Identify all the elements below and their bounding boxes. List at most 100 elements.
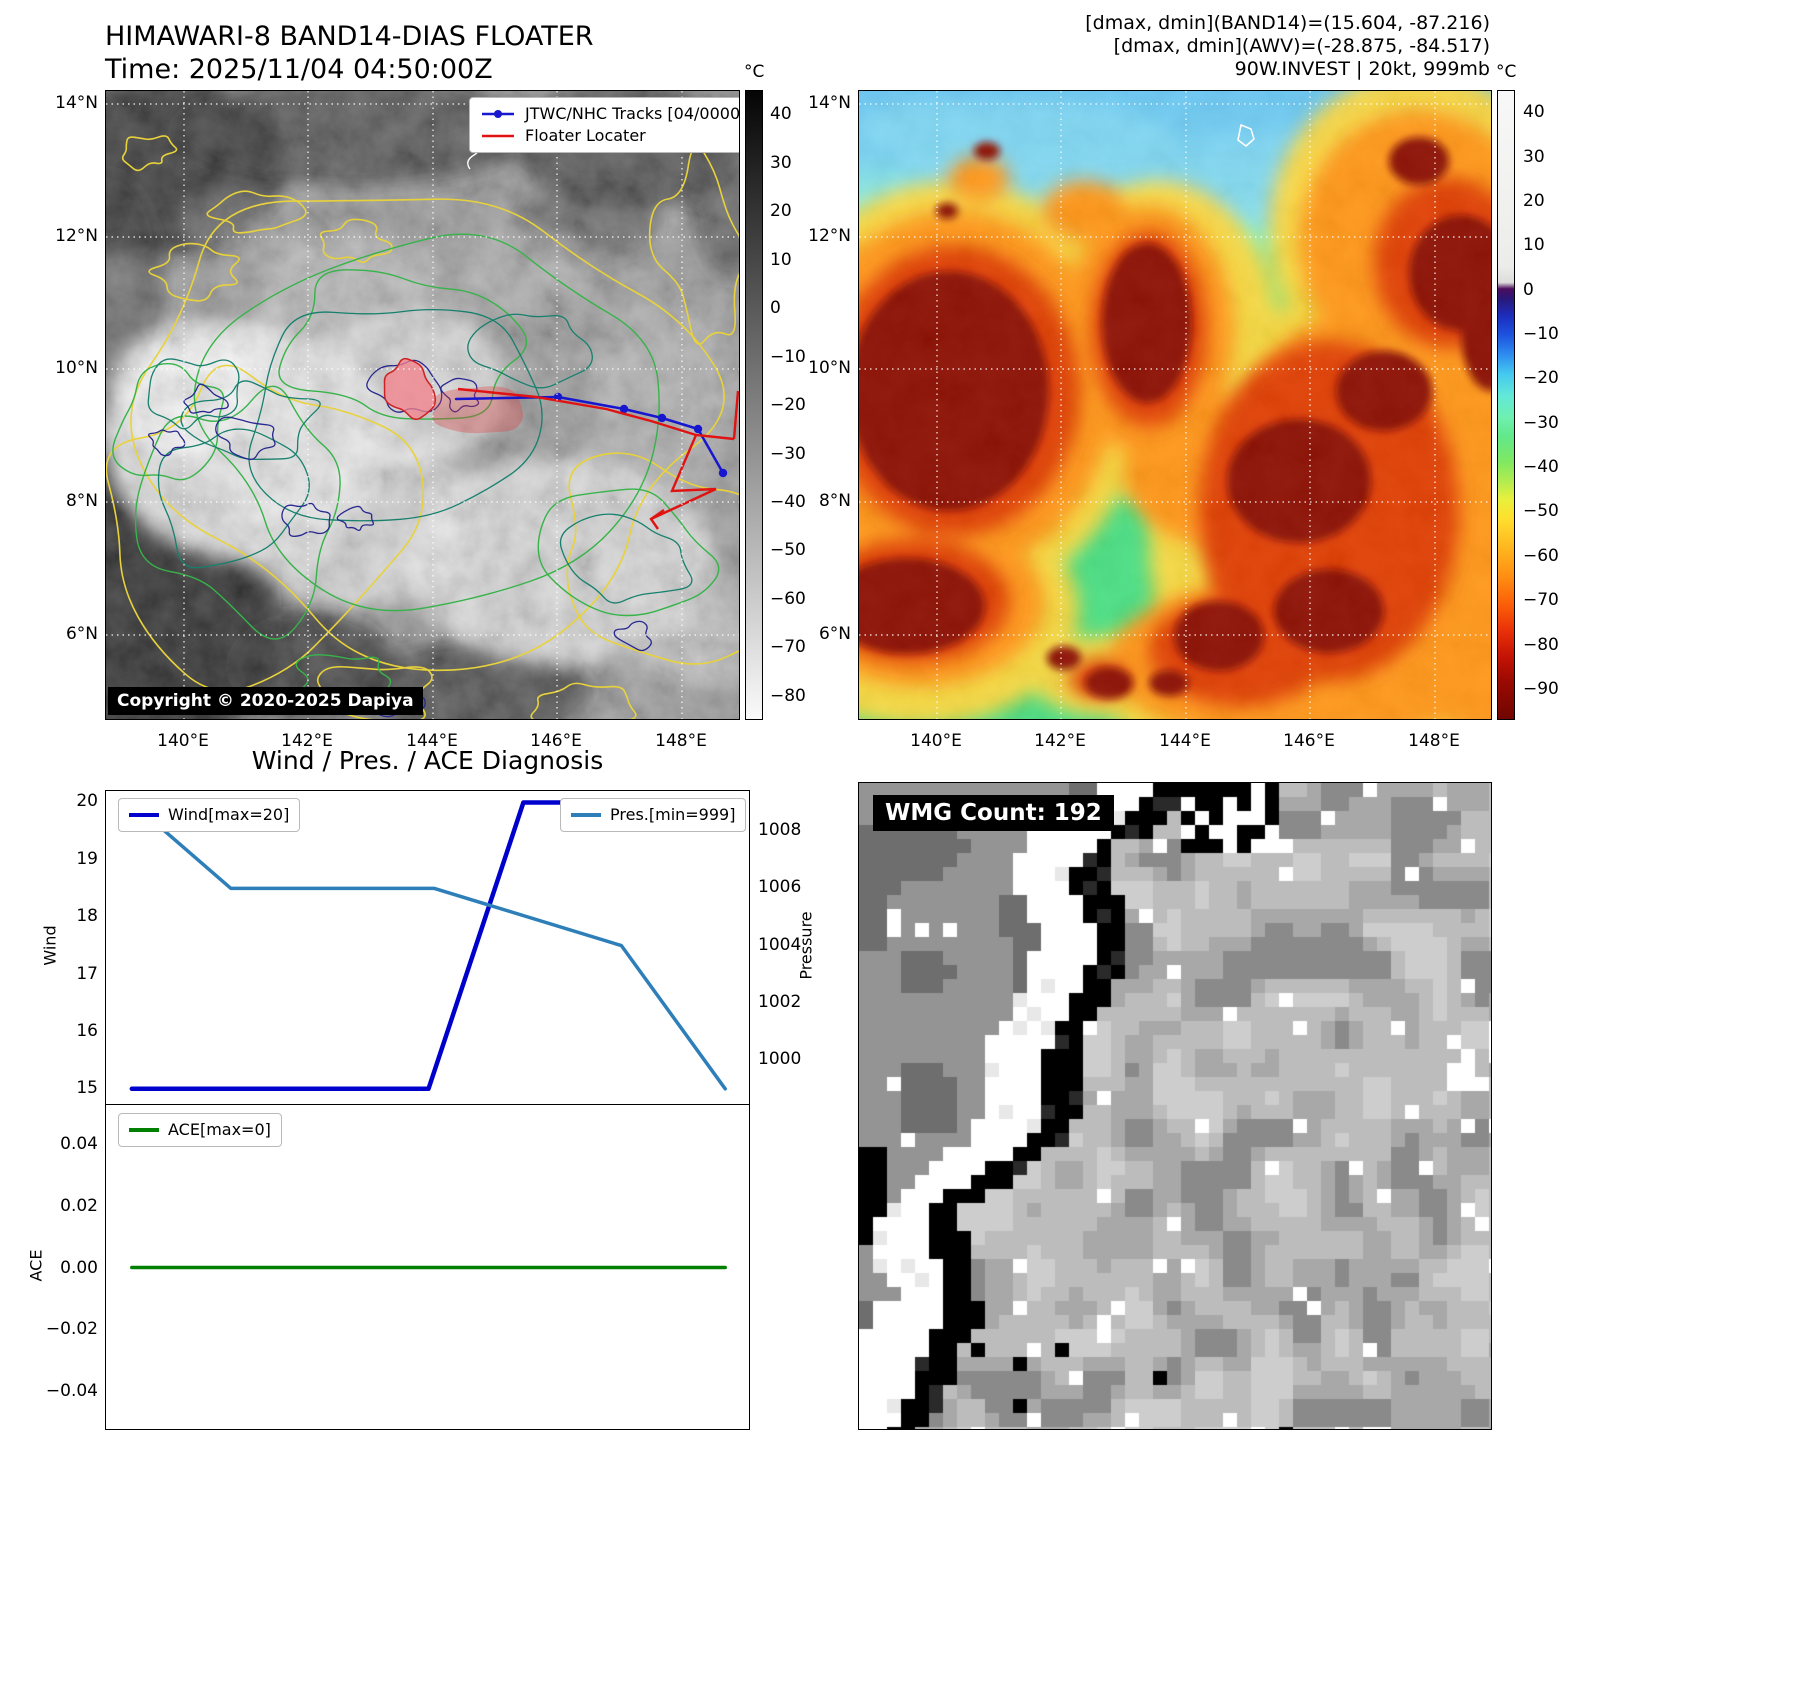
awv-map-panel (858, 90, 1492, 720)
awv-cb-tick-13: −90 (1523, 679, 1559, 699)
ir-ytick-4: 6°N (65, 624, 98, 644)
awv-cb-tick-2: 20 (1523, 191, 1545, 211)
awv-cb-tick-3: 10 (1523, 235, 1545, 255)
ir-cb-tick-6: −20 (770, 395, 806, 415)
ace-legend: ACE[max=0] (118, 1113, 282, 1147)
latlon-grid (106, 91, 739, 719)
ir-cb-tick-0: 40 (770, 104, 792, 124)
awv-xtick-4: 148°E (1408, 731, 1460, 751)
wind-line-swatch (129, 813, 159, 817)
awv-cb-tick-7: −30 (1523, 413, 1559, 433)
ir-colorbar (745, 90, 763, 720)
wind-ytick-1: 19 (76, 849, 98, 869)
awv-colorbar (1497, 90, 1515, 720)
track-line-icon (482, 110, 514, 118)
ir-map-image (106, 91, 739, 719)
ace-ytick-0: 0.04 (60, 1134, 98, 1154)
ir-ytick-1: 12°N (55, 226, 98, 246)
wind-ytick-5: 15 (76, 1078, 98, 1098)
awv-cb-tick-10: −60 (1523, 546, 1559, 566)
pressure-ytick-0: 1008 (758, 820, 802, 840)
ace-ytick-4: −0.04 (45, 1381, 98, 1401)
ir-contours (112, 233, 720, 703)
wind-ytick-2: 18 (76, 906, 98, 926)
wind-pressure-chart-panel (105, 790, 750, 1105)
ir-legend-floater-row: Floater Locater (480, 125, 739, 147)
ace-line-swatch (129, 1128, 159, 1132)
awv-xtick-3: 146°E (1283, 731, 1335, 751)
awv-cb-tick-6: −20 (1523, 368, 1559, 388)
awv-header: [dmax, dmin](BAND14)=(15.604, -87.216) [… (900, 12, 1490, 81)
ir-legend: JTWC/NHC Tracks [04/0000Z] Floater Locat… (469, 97, 740, 153)
ir-cb-tick-1: 30 (770, 153, 792, 173)
pressure-legend: Pres.[min=999] (560, 798, 747, 832)
ir-xtick-2: 144°E (406, 731, 458, 751)
ir-contours (106, 135, 739, 719)
awv-xtick-0: 140°E (910, 731, 962, 751)
ir-cb-tick-3: 10 (770, 250, 792, 270)
awv-ytick-3: 8°N (818, 491, 851, 511)
wind-legend-label: Wind[max=20] (168, 805, 290, 824)
ir-colorbar-unit: °C (744, 62, 765, 82)
ace-ytick-3: −0.02 (45, 1319, 98, 1339)
wmg-image (859, 783, 1491, 1429)
awv-cb-tick-1: 30 (1523, 147, 1545, 167)
pressure-line-swatch (571, 813, 601, 817)
awv-cb-tick-5: −10 (1523, 324, 1559, 344)
wind-ytick-3: 17 (76, 964, 98, 984)
pressure-ytick-2: 1004 (758, 935, 802, 955)
ace-legend-label: ACE[max=0] (168, 1120, 271, 1139)
awv-header-line3: 90W.INVEST | 20kt, 999mb (1234, 58, 1490, 80)
floater-track (457, 387, 739, 530)
ir-xtick-0: 140°E (157, 731, 209, 751)
ir-cb-tick-2: 20 (770, 201, 792, 221)
ir-cb-tick-8: −40 (770, 492, 806, 512)
copyright-badge: Copyright © 2020-2025 Dapiya (108, 687, 423, 715)
ir-cb-tick-11: −70 (770, 637, 806, 657)
diagnosis-title: Wind / Pres. / ACE Diagnosis (251, 746, 604, 775)
ir-xtick-4: 148°E (655, 731, 707, 751)
ir-legend-track-row: JTWC/NHC Tracks [04/0000Z] (480, 103, 740, 125)
ir-cb-tick-7: −30 (770, 444, 806, 464)
ir-title-line1: HIMAWARI-8 BAND14-DIAS FLOATER (105, 21, 594, 52)
wmg-panel: WMG Count: 192 (858, 782, 1492, 1430)
awv-cb-tick-0: 40 (1523, 102, 1545, 122)
ace-ytick-1: 0.02 (60, 1196, 98, 1216)
ir-legend-track-label: JTWC/NHC Tracks [04/0000Z] (525, 104, 740, 123)
awv-xtick-1: 142°E (1034, 731, 1086, 751)
ir-xtick-1: 142°E (281, 731, 333, 751)
ir-legend-floater-label: Floater Locater (525, 126, 646, 145)
wind-legend: Wind[max=20] (118, 798, 301, 832)
ir-contours (147, 308, 693, 604)
awv-header-line2: [dmax, dmin](AWV)=(-28.875, -84.517) (1113, 35, 1490, 57)
pressure-ytick-1: 1006 (758, 877, 802, 897)
wind-ytick-4: 16 (76, 1021, 98, 1041)
ir-cb-tick-4: 0 (770, 298, 781, 318)
awv-ytick-0: 14°N (808, 93, 851, 113)
latlon-grid (859, 91, 1491, 719)
awv-ytick-4: 6°N (818, 624, 851, 644)
pressure-ytick-3: 1002 (758, 992, 802, 1012)
awv-cb-tick-9: −50 (1523, 501, 1559, 521)
ir-ytick-2: 10°N (55, 358, 98, 378)
awv-header-line1: [dmax, dmin](BAND14)=(15.604, -87.216) (1085, 12, 1490, 34)
awv-cb-tick-12: −80 (1523, 635, 1559, 655)
awv-cb-tick-11: −70 (1523, 590, 1559, 610)
ir-title-line2: Time: 2025/11/04 04:50:00Z (105, 54, 493, 85)
ir-title: HIMAWARI-8 BAND14-DIAS FLOATER Time: 202… (105, 20, 594, 86)
ir-xtick-3: 146°E (530, 731, 582, 751)
wind-ytick-0: 20 (76, 791, 98, 811)
ace-chart (130, 1265, 727, 1270)
awv-xtick-2: 144°E (1159, 731, 1211, 751)
awv-map-image (859, 91, 1491, 719)
awv-ytick-2: 10°N (808, 358, 851, 378)
ace-chart-panel (105, 1105, 750, 1430)
awv-colorbar-unit: °C (1496, 62, 1517, 82)
ir-cb-tick-9: −50 (770, 540, 806, 560)
floater-line-icon (482, 134, 514, 138)
ir-map-panel: JTWC/NHC Tracks [04/0000Z] Floater Locat… (105, 90, 740, 720)
ace-ytick-2: 0.00 (60, 1258, 98, 1278)
awv-cb-tick-8: −40 (1523, 457, 1559, 477)
wind-pressure-chart (129, 800, 728, 1092)
